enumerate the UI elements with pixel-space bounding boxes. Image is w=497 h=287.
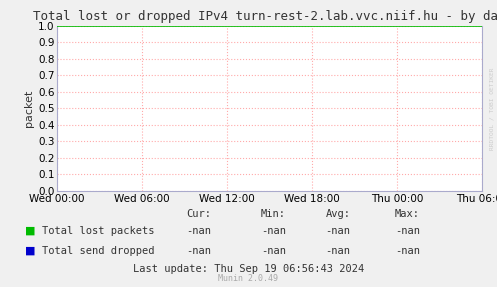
Y-axis label: packet: packet xyxy=(24,90,34,127)
Text: RRDTOOL / TOBI OETIKER: RRDTOOL / TOBI OETIKER xyxy=(490,68,495,150)
Text: Total lost packets: Total lost packets xyxy=(42,226,155,236)
Text: Munin 2.0.49: Munin 2.0.49 xyxy=(219,274,278,283)
Text: -nan: -nan xyxy=(186,226,211,236)
Text: Max:: Max: xyxy=(395,209,420,219)
Text: Last update: Thu Sep 19 06:56:43 2024: Last update: Thu Sep 19 06:56:43 2024 xyxy=(133,264,364,274)
Text: -nan: -nan xyxy=(326,246,350,256)
Text: -nan: -nan xyxy=(326,226,350,236)
Text: Cur:: Cur: xyxy=(186,209,211,219)
Text: ■: ■ xyxy=(25,226,35,236)
Text: -nan: -nan xyxy=(186,246,211,256)
Text: -nan: -nan xyxy=(395,246,420,256)
Text: -nan: -nan xyxy=(261,226,286,236)
Text: Total send dropped: Total send dropped xyxy=(42,246,155,256)
Text: -nan: -nan xyxy=(261,246,286,256)
Text: Avg:: Avg: xyxy=(326,209,350,219)
Text: -nan: -nan xyxy=(395,226,420,236)
Text: Min:: Min: xyxy=(261,209,286,219)
Title: Total lost or dropped IPv4 turn-rest-2.lab.vvc.niif.hu - by day: Total lost or dropped IPv4 turn-rest-2.l… xyxy=(33,10,497,23)
Text: ■: ■ xyxy=(25,246,35,256)
